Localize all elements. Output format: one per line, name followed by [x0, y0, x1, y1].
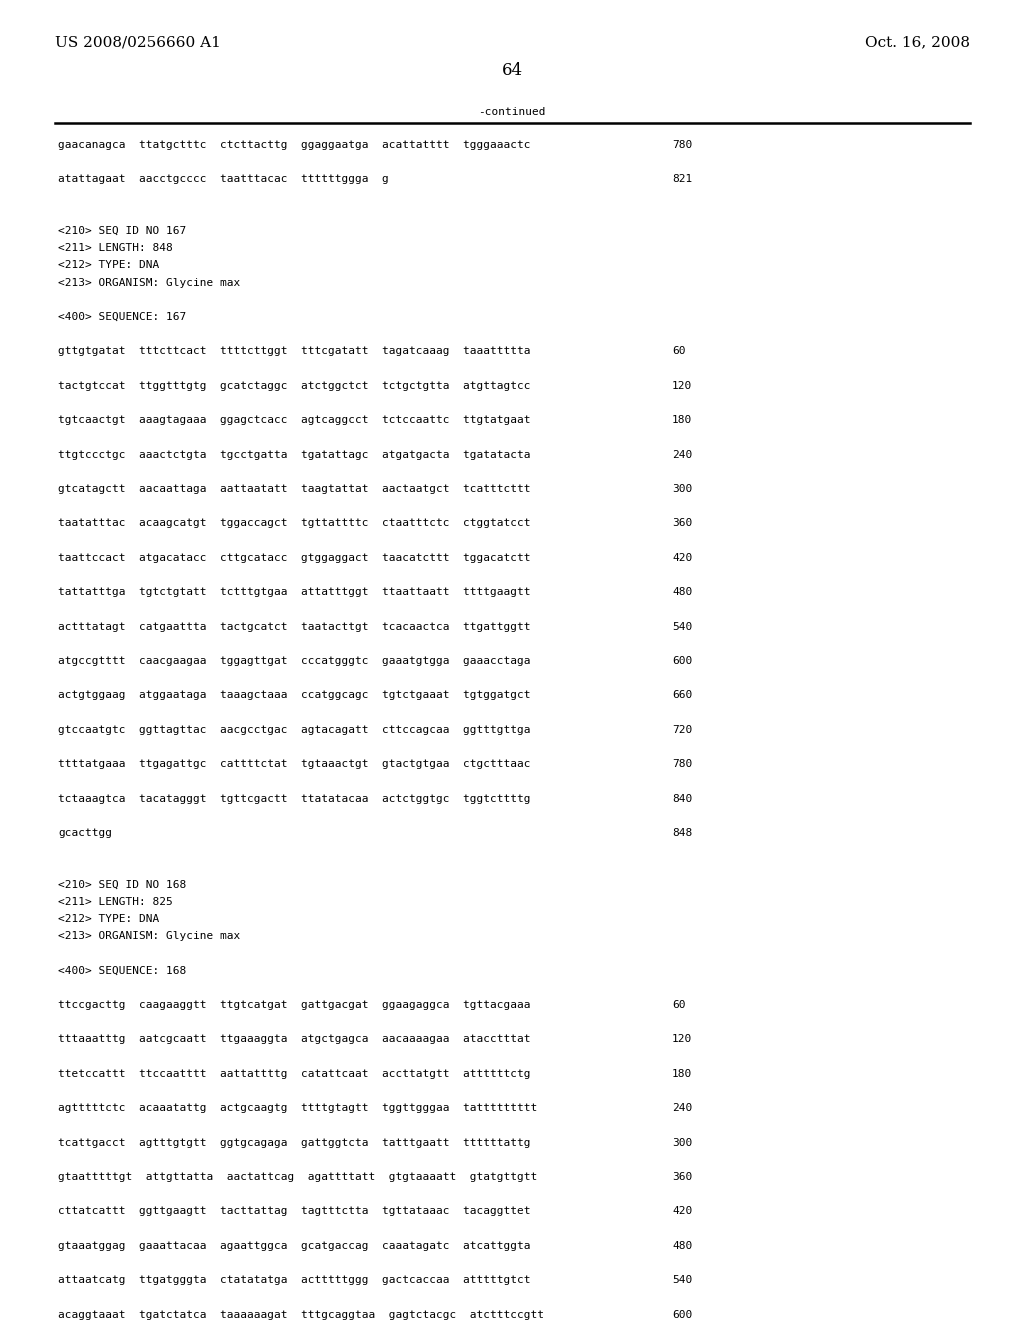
Text: taattccact  atgacatacc  cttgcatacc  gtggaggact  taacatcttt  tggacatctt: taattccact atgacatacc cttgcatacc gtggagg… — [58, 553, 530, 562]
Text: -continued: -continued — [478, 107, 546, 117]
Text: 821: 821 — [672, 174, 692, 185]
Text: atgccgtttt  caacgaagaa  tggagttgat  cccatgggtc  gaaatgtgga  gaaacctaga: atgccgtttt caacgaagaa tggagttgat cccatgg… — [58, 656, 530, 667]
Text: ttgtccctgc  aaactctgta  tgcctgatta  tgatattagc  atgatgacta  tgatatacta: ttgtccctgc aaactctgta tgcctgatta tgatatt… — [58, 450, 530, 459]
Text: tctaaagtca  tacatagggt  tgttcgactt  ttatatacaa  actctggtgc  tggtcttttg: tctaaagtca tacatagggt tgttcgactt ttatata… — [58, 793, 530, 804]
Text: <212> TYPE: DNA: <212> TYPE: DNA — [58, 260, 160, 271]
Text: tgtcaactgt  aaagtagaaa  ggagctcacc  agtcaggcct  tctccaattc  ttgtatgaat: tgtcaactgt aaagtagaaa ggagctcacc agtcagg… — [58, 416, 530, 425]
Text: ttetccattt  ttccaatttt  aattattttg  catattcaat  accttatgtt  attttttctg: ttetccattt ttccaatttt aattattttg catattc… — [58, 1069, 530, 1078]
Text: <400> SEQUENCE: 167: <400> SEQUENCE: 167 — [58, 312, 186, 322]
Text: <213> ORGANISM: Glycine max: <213> ORGANISM: Glycine max — [58, 277, 241, 288]
Text: 300: 300 — [672, 1138, 692, 1147]
Text: actgtggaag  atggaataga  taaagctaaa  ccatggcagc  tgtctgaaat  tgtggatgct: actgtggaag atggaataga taaagctaaa ccatggc… — [58, 690, 530, 701]
Text: 60: 60 — [672, 1001, 685, 1010]
Text: <210> SEQ ID NO 167: <210> SEQ ID NO 167 — [58, 226, 186, 236]
Text: Oct. 16, 2008: Oct. 16, 2008 — [865, 36, 970, 49]
Text: gcacttgg: gcacttgg — [58, 828, 112, 838]
Text: 240: 240 — [672, 1104, 692, 1113]
Text: 120: 120 — [672, 1035, 692, 1044]
Text: 480: 480 — [672, 587, 692, 597]
Text: <210> SEQ ID NO 168: <210> SEQ ID NO 168 — [58, 879, 186, 890]
Text: <211> LENGTH: 848: <211> LENGTH: 848 — [58, 243, 173, 253]
Text: US 2008/0256660 A1: US 2008/0256660 A1 — [55, 36, 221, 49]
Text: 780: 780 — [672, 759, 692, 770]
Text: 420: 420 — [672, 553, 692, 562]
Text: gtcatagctt  aacaattaga  aattaatatt  taagtattat  aactaatgct  tcatttcttt: gtcatagctt aacaattaga aattaatatt taagtat… — [58, 484, 530, 494]
Text: 120: 120 — [672, 380, 692, 391]
Text: tactgtccat  ttggtttgtg  gcatctaggc  atctggctct  tctgctgtta  atgttagtcc: tactgtccat ttggtttgtg gcatctaggc atctggc… — [58, 380, 530, 391]
Text: gtaaatggag  gaaattacaa  agaattggca  gcatgaccag  caaatagatc  atcattggta: gtaaatggag gaaattacaa agaattggca gcatgac… — [58, 1241, 530, 1251]
Text: 60: 60 — [672, 346, 685, 356]
Text: <400> SEQUENCE: 168: <400> SEQUENCE: 168 — [58, 966, 186, 975]
Text: 480: 480 — [672, 1241, 692, 1251]
Text: actttatagt  catgaattta  tactgcatct  taatacttgt  tcacaactca  ttgattggtt: actttatagt catgaattta tactgcatct taatact… — [58, 622, 530, 631]
Text: 660: 660 — [672, 690, 692, 701]
Text: ttttatgaaa  ttgagattgc  cattttctat  tgtaaactgt  gtactgtgaa  ctgctttaac: ttttatgaaa ttgagattgc cattttctat tgtaaac… — [58, 759, 530, 770]
Text: gaacanagca  ttatgctttc  ctcttacttg  ggaggaatga  acattatttt  tgggaaactc: gaacanagca ttatgctttc ctcttacttg ggaggaa… — [58, 140, 530, 150]
Text: 600: 600 — [672, 1309, 692, 1320]
Text: agtttttctc  acaaatattg  actgcaagtg  ttttgtagtt  tggttgggaa  tattttttttt: agtttttctc acaaatattg actgcaagtg ttttgta… — [58, 1104, 538, 1113]
Text: 420: 420 — [672, 1206, 692, 1217]
Text: 540: 540 — [672, 1275, 692, 1286]
Text: 360: 360 — [672, 1172, 692, 1181]
Text: 240: 240 — [672, 450, 692, 459]
Text: tttaaatttg  aatcgcaatt  ttgaaaggta  atgctgagca  aacaaaagaa  atacctttat: tttaaatttg aatcgcaatt ttgaaaggta atgctga… — [58, 1035, 530, 1044]
Text: 360: 360 — [672, 519, 692, 528]
Text: <212> TYPE: DNA: <212> TYPE: DNA — [58, 913, 160, 924]
Text: taatatttac  acaagcatgt  tggaccagct  tgttattttc  ctaatttctc  ctggtatcct: taatatttac acaagcatgt tggaccagct tgttatt… — [58, 519, 530, 528]
Text: cttatcattt  ggttgaagtt  tacttattag  tagtttctta  tgttataaac  tacaggttet: cttatcattt ggttgaagtt tacttattag tagtttc… — [58, 1206, 530, 1217]
Text: attaatcatg  ttgatgggta  ctatatatga  actttttggg  gactcaccaa  atttttgtct: attaatcatg ttgatgggta ctatatatga acttttt… — [58, 1275, 530, 1286]
Text: 64: 64 — [502, 62, 522, 79]
Text: gtaatttttgt  attgttatta  aactattcag  agattttatt  gtgtaaaatt  gtatgttgtt: gtaatttttgt attgttatta aactattcag agattt… — [58, 1172, 538, 1181]
Text: 840: 840 — [672, 793, 692, 804]
Text: tattatttga  tgtctgtatt  tctttgtgaa  attatttggt  ttaattaatt  ttttgaagtt: tattatttga tgtctgtatt tctttgtgaa attattt… — [58, 587, 530, 597]
Text: acaggtaaat  tgatctatca  taaaaaagat  tttgcaggtaa  gagtctacgc  atctttccgtt: acaggtaaat tgatctatca taaaaaagat tttgcag… — [58, 1309, 544, 1320]
Text: 180: 180 — [672, 416, 692, 425]
Text: 300: 300 — [672, 484, 692, 494]
Text: atattagaat  aacctgcccc  taatttacac  ttttttggga  g: atattagaat aacctgcccc taatttacac ttttttg… — [58, 174, 389, 185]
Text: <213> ORGANISM: Glycine max: <213> ORGANISM: Glycine max — [58, 931, 241, 941]
Text: 540: 540 — [672, 622, 692, 631]
Text: <211> LENGTH: 825: <211> LENGTH: 825 — [58, 896, 173, 907]
Text: 720: 720 — [672, 725, 692, 735]
Text: gttgtgatat  tttcttcact  ttttcttggt  tttcgatatt  tagatcaaag  taaattttta: gttgtgatat tttcttcact ttttcttggt tttcgat… — [58, 346, 530, 356]
Text: gtccaatgtc  ggttagttac  aacgcctgac  agtacagatt  cttccagcaa  ggtttgttga: gtccaatgtc ggttagttac aacgcctgac agtacag… — [58, 725, 530, 735]
Text: 848: 848 — [672, 828, 692, 838]
Text: ttccgacttg  caagaaggtt  ttgtcatgat  gattgacgat  ggaagaggca  tgttacgaaa: ttccgacttg caagaaggtt ttgtcatgat gattgac… — [58, 1001, 530, 1010]
Text: 180: 180 — [672, 1069, 692, 1078]
Text: 600: 600 — [672, 656, 692, 667]
Text: tcattgacct  agtttgtgtt  ggtgcagaga  gattggtcta  tatttgaatt  ttttttattg: tcattgacct agtttgtgtt ggtgcagaga gattggt… — [58, 1138, 530, 1147]
Text: 780: 780 — [672, 140, 692, 150]
